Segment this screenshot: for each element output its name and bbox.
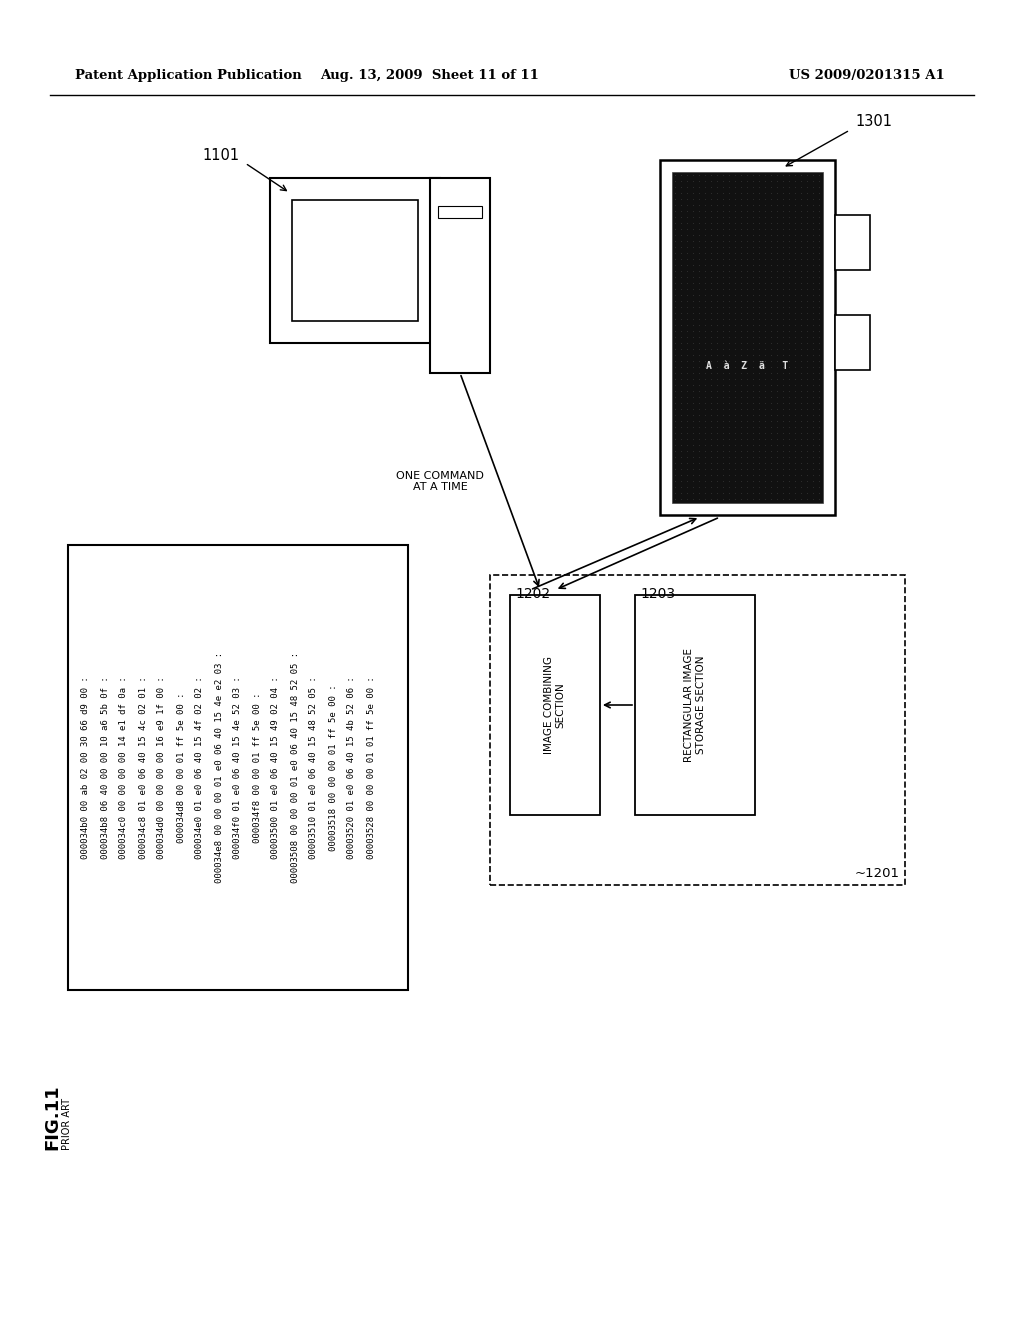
Text: ~1201: ~1201 [855, 867, 900, 880]
Bar [660, 160, 835, 515]
Text: Aug. 13, 2009  Sheet 11 of 11: Aug. 13, 2009 Sheet 11 of 11 [321, 69, 540, 82]
Text: 00003510 01 e0 06 40 15 48 52 05 :: 00003510 01 e0 06 40 15 48 52 05 : [309, 676, 318, 859]
Bar [510, 595, 600, 814]
Text: 000034b0 00 ab 02 00 30 66 d9 00 :: 000034b0 00 ab 02 00 30 66 d9 00 : [82, 676, 90, 859]
Bar [438, 206, 482, 218]
Text: FIG.11: FIG.11 [43, 1084, 61, 1150]
Bar [430, 178, 490, 374]
Bar [835, 215, 870, 271]
Bar [835, 315, 870, 370]
Text: 000034f8 00 00 01 ff 5e 00 :: 000034f8 00 00 01 ff 5e 00 : [253, 692, 261, 842]
Text: 000034b8 06 40 00 00 10 a6 5b 0f :: 000034b8 06 40 00 00 10 a6 5b 0f : [100, 676, 110, 859]
Bar [490, 576, 905, 884]
Text: 000034e0 01 e0 06 40 15 4f 02 02 :: 000034e0 01 e0 06 40 15 4f 02 02 : [196, 676, 205, 859]
Bar [292, 201, 418, 321]
Text: RECTANGULAR IMAGE
STORAGE SECTION: RECTANGULAR IMAGE STORAGE SECTION [684, 648, 706, 762]
Text: 000034c0 00 00 00 00 14 e1 df 0a :: 000034c0 00 00 00 00 14 e1 df 0a : [120, 676, 128, 859]
Text: 000034d0 00 00 00 00 16 e9 1f 00 :: 000034d0 00 00 00 00 16 e9 1f 00 : [158, 676, 167, 859]
Text: 00003508 00 00 00 01 e0 06 40 15 48 52 05 :: 00003508 00 00 00 01 e0 06 40 15 48 52 0… [291, 652, 299, 883]
Text: Patent Application Publication: Patent Application Publication [75, 69, 302, 82]
Text: 1101: 1101 [203, 149, 240, 164]
Text: 000034c8 01 e0 06 40 15 4c 02 01 :: 000034c8 01 e0 06 40 15 4c 02 01 : [138, 676, 147, 859]
Bar [270, 178, 440, 343]
Text: 00003518 00 00 00 01 ff 5e 00 :: 00003518 00 00 00 01 ff 5e 00 : [329, 684, 338, 851]
Text: IMAGE COMBINING
SECTION: IMAGE COMBINING SECTION [544, 656, 566, 754]
Text: 00003520 01 e0 06 40 15 4b 52 06 :: 00003520 01 e0 06 40 15 4b 52 06 : [347, 676, 356, 859]
Text: A  à  Z  ä   T: A à Z ä T [707, 360, 788, 371]
Bar [68, 545, 408, 990]
Text: 000034e8 00 00 00 01 e0 06 40 15 4e e2 03 :: 000034e8 00 00 00 01 e0 06 40 15 4e e2 0… [214, 652, 223, 883]
Text: 00003528 00 00 00 01 01 ff 5e 00 :: 00003528 00 00 00 01 01 ff 5e 00 : [367, 676, 376, 859]
Text: 1301: 1301 [855, 115, 892, 129]
Text: ONE COMMAND
AT A TIME: ONE COMMAND AT A TIME [396, 471, 484, 492]
Bar [672, 172, 823, 503]
Text: 000034d8 00 00 01 ff 5e 00 :: 000034d8 00 00 01 ff 5e 00 : [176, 692, 185, 842]
Text: 00003500 01 e0 06 40 15 49 02 04 :: 00003500 01 e0 06 40 15 49 02 04 : [271, 676, 281, 859]
Bar [635, 595, 755, 814]
Text: 1203: 1203 [640, 587, 675, 601]
Text: 1202: 1202 [515, 587, 550, 601]
Text: US 2009/0201315 A1: US 2009/0201315 A1 [790, 69, 945, 82]
Text: PRIOR ART: PRIOR ART [62, 1098, 72, 1150]
Text: 000034f0 01 e0 06 40 15 4e 52 03 :: 000034f0 01 e0 06 40 15 4e 52 03 : [233, 676, 243, 859]
